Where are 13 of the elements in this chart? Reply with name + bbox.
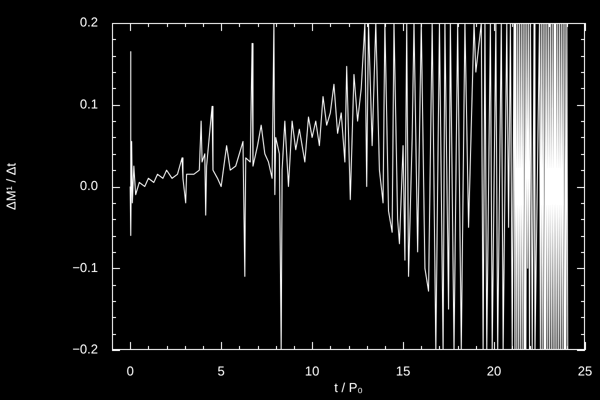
y-tick-label: 0.0 [80,178,98,194]
x-tick-label: 5 [218,363,225,378]
y-tick-label: −0.1 [72,260,98,275]
x-tick-label: 0 [126,363,134,378]
y-tick-label: 0.1 [80,96,98,112]
y-tick-label: 0.2 [80,14,98,30]
x-tick-label: 15 [396,363,410,378]
x-axis-title: t / P₀ [334,380,363,395]
x-tick-label: 10 [304,363,320,378]
y-axis-title: ΔM¹ / Δt [3,162,18,210]
y-tick-label: −0.2 [72,342,98,357]
x-tick-label: 25 [578,363,592,378]
x-tick-label: 20 [486,363,502,378]
